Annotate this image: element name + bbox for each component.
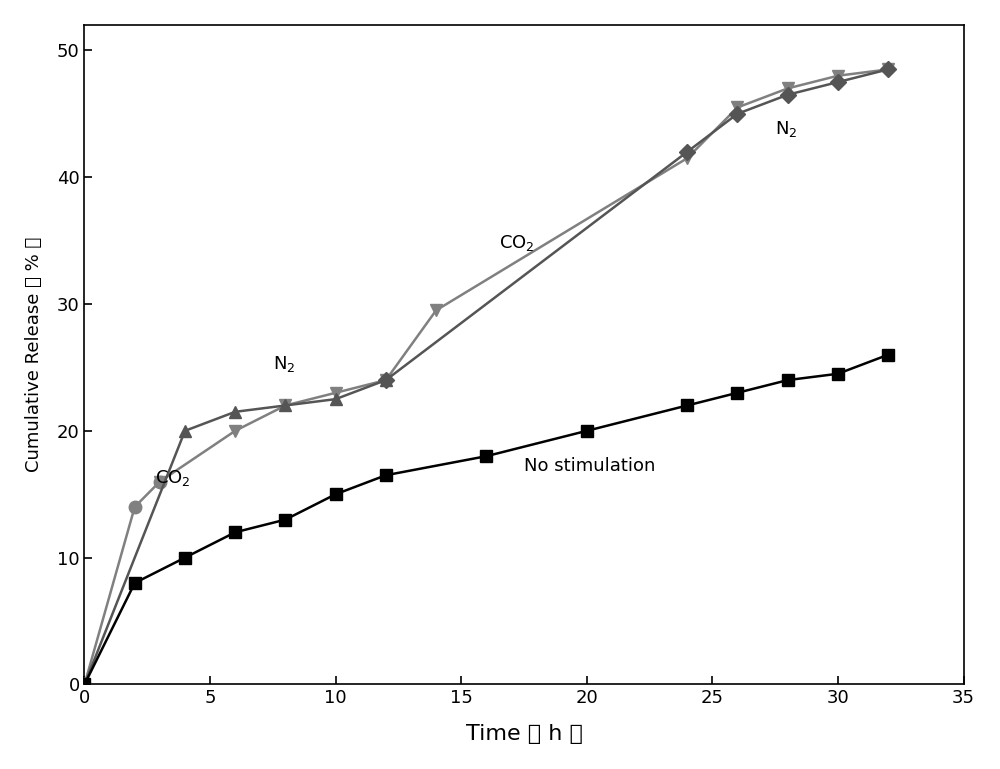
Y-axis label: Cumulative Release （ % ）: Cumulative Release （ % ）	[25, 237, 43, 472]
Text: CO$_2$: CO$_2$	[499, 233, 535, 253]
Text: CO$_2$: CO$_2$	[155, 468, 190, 488]
Text: N$_2$: N$_2$	[273, 354, 295, 374]
X-axis label: Time （ h ）: Time （ h ）	[466, 724, 582, 744]
Text: No stimulation: No stimulation	[524, 458, 655, 475]
Text: N$_2$: N$_2$	[775, 119, 798, 139]
